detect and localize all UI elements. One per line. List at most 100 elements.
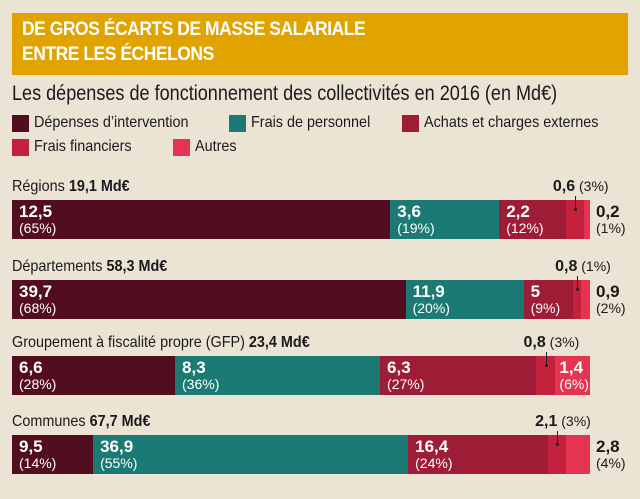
legend-label: Frais financiers [34, 138, 132, 155]
data-label-value: 2,1 [535, 413, 558, 430]
bar-segment-autres [555, 356, 590, 395]
bar-segment-autres [581, 280, 590, 319]
data-label-value: 2,8 [596, 437, 620, 456]
bar-segment-frais-personnel [175, 356, 381, 395]
bar-segment-frais-financiers [548, 435, 567, 474]
row-name: Communes [12, 413, 90, 430]
legend-swatch [173, 138, 190, 156]
data-label-percent: (28%) [19, 375, 57, 392]
bar-segment-depenses-intervention [12, 200, 391, 239]
bar-segment-frais-personnel [405, 280, 524, 319]
bar-segment-achats-charges [380, 356, 536, 395]
stacked-bar [12, 356, 590, 395]
data-label-percent: (1%) [577, 258, 611, 274]
legend-label: Achats et charges externes [424, 114, 599, 131]
data-label-value: 0,6 [552, 178, 576, 195]
data-label-outside: 0,9 (2%) [596, 283, 626, 316]
data-label-percent: (6%) [559, 375, 589, 392]
data-label-value: 36,9 [100, 437, 134, 456]
legend-swatch [229, 114, 246, 132]
data-label-value: 8,3 [182, 358, 206, 377]
row-total: 23,4 Md€ [248, 334, 310, 351]
row-title: Communes 67,7 Md€ [12, 413, 150, 431]
bar-segment-frais-financiers [535, 356, 556, 395]
leader-dot [544, 364, 548, 367]
legend-item-achats-charges: Achats et charges externes [402, 114, 618, 132]
data-label-percent: (55%) [100, 454, 138, 471]
data-label-value: 11,9 [412, 282, 445, 301]
data-label-value: 2,2 [506, 202, 530, 221]
row-title: Départements 58,3 Md€ [12, 258, 167, 276]
title-line-1: DE GROS ÉCARTS DE MASSE SALARIALE [22, 19, 366, 40]
data-label-above: 2,1 (3%) [535, 413, 591, 431]
data-label-value: 6,3 [387, 358, 411, 377]
data-label-outside: 2,8 (4%) [596, 438, 626, 471]
bar-segment-depenses-intervention [12, 435, 94, 474]
bar-segment-autres [583, 200, 590, 239]
legend-label: Autres [195, 138, 237, 155]
data-label: 9,5 (14%) [19, 438, 56, 471]
data-label-percent: (36%) [182, 375, 220, 392]
leader-line [557, 431, 559, 445]
bar-segment-achats-charges [499, 200, 566, 239]
leader-line [574, 196, 576, 210]
chart-subtitle: Les dépenses de fonctionnement des colle… [12, 82, 558, 105]
data-label-value: 0,8 [555, 258, 578, 275]
data-label-value: 1,4 [559, 358, 584, 377]
row-title: Régions 19,1 Md€ [12, 178, 130, 196]
data-label: 1,4 (6%) [559, 359, 589, 392]
legend-item-autres: Autres [173, 138, 241, 156]
data-label-value: 0,2 [596, 202, 620, 221]
data-label-value: 39,7 [19, 282, 53, 301]
stacked-bar [12, 200, 590, 239]
data-label-value: 0,9 [596, 282, 620, 301]
data-label-percent: (1%) [596, 219, 626, 236]
data-label-value: 5 [530, 282, 541, 301]
data-label-percent: (65%) [19, 219, 57, 236]
data-label-value: 3,6 [397, 202, 421, 221]
title-line-2: ENTRE LES ÉCHELONS [22, 44, 214, 65]
legend-swatch [12, 114, 29, 132]
title-banner: DE GROS ÉCARTS DE MASSE SALARIALE ENTRE … [12, 13, 628, 75]
legend-label: Frais de personnel [251, 114, 371, 131]
legend-item-frais-financiers: Frais financiers [12, 138, 142, 156]
bar-segment-autres [566, 435, 590, 474]
data-label-value: 12,5 [19, 202, 53, 221]
bar-segment-frais-personnel [390, 200, 500, 239]
data-label-percent: (4%) [596, 454, 626, 471]
leader-dot [556, 443, 560, 446]
row-total: 67,7 Md€ [89, 413, 151, 430]
data-label-above: 0,8 (1%) [555, 258, 611, 276]
data-label-percent: (12%) [506, 219, 544, 236]
bar-segment-frais-personnel [93, 435, 409, 474]
data-label: 2,2 (12%) [506, 203, 543, 236]
data-label-above: 0,8 (3%) [524, 334, 580, 352]
data-label-value: 9,5 [19, 437, 43, 456]
leader-dot [573, 208, 577, 211]
data-label-percent: (24%) [415, 454, 453, 471]
legend-item-frais-personnel: Frais de personnel [229, 114, 384, 132]
row-name: Régions [12, 178, 69, 195]
data-label: 36,9 (55%) [100, 438, 137, 471]
data-label-percent: (3%) [575, 178, 609, 194]
data-label-percent: (3%) [557, 413, 591, 429]
row-total: 58,3 Md€ [106, 258, 168, 275]
data-label-value: 6,6 [19, 358, 43, 377]
legend-item-depenses-intervention: Dépenses d’intervention [12, 114, 206, 132]
data-label-outside: 0,2 (1%) [596, 203, 626, 236]
bar-segment-achats-charges [523, 280, 574, 319]
data-label-percent: (20%) [412, 299, 450, 316]
row-title: Groupement à fiscalité propre (GFP) 23,4… [12, 334, 310, 352]
legend-swatch [12, 138, 29, 156]
leader-line [545, 352, 547, 366]
legend-swatch [402, 114, 419, 132]
stacked-bar [12, 280, 590, 319]
bar-segment-depenses-intervention [12, 356, 176, 395]
data-label: 39,7 (68%) [19, 283, 56, 316]
stacked-bar [12, 435, 590, 474]
data-label: 12,5 (65%) [19, 203, 56, 236]
data-label-percent: (68%) [19, 299, 57, 316]
data-label-above: 0,6 (3%) [553, 178, 609, 196]
leader-dot [576, 288, 580, 291]
bar-segment-depenses-intervention [12, 280, 406, 319]
